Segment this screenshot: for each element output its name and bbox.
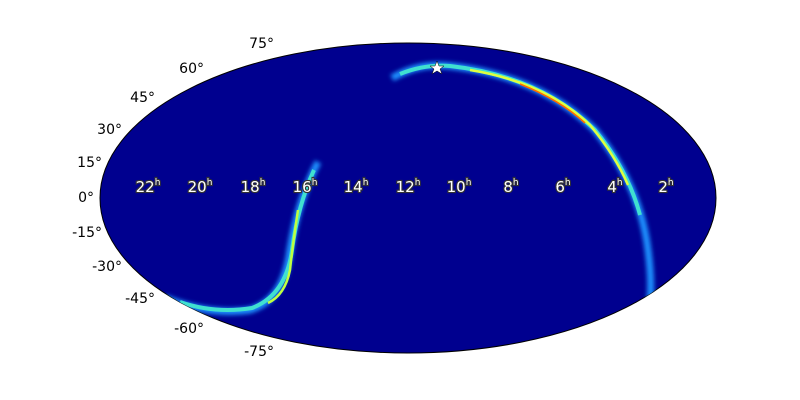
ra-unit: h	[312, 178, 318, 188]
ra-unit: h	[513, 178, 519, 188]
dec-label: -15°	[72, 225, 102, 241]
ra-hours: 22	[136, 178, 155, 196]
ra-label: 14h	[344, 178, 369, 196]
ra-unit: h	[363, 178, 369, 188]
ra-label: 12h	[396, 178, 421, 196]
dec-label: 60°	[179, 61, 204, 77]
ra-label: 8h	[503, 178, 518, 196]
ra-label: 16h	[293, 178, 318, 196]
ra-unit: h	[207, 178, 213, 188]
dec-label: 45°	[130, 90, 155, 106]
dec-label: 0°	[78, 190, 94, 206]
dec-label: -75°	[244, 344, 274, 360]
ra-label: 6h	[555, 178, 570, 196]
star-marker	[429, 60, 445, 75]
ra-hours: 2	[658, 178, 668, 196]
ra-label: 2h	[658, 178, 673, 196]
ra-unit: h	[565, 178, 571, 188]
ra-label: 22h	[136, 178, 161, 196]
ra-hours: 12	[396, 178, 415, 196]
ra-hours: 10	[447, 178, 466, 196]
dec-label: 30°	[97, 122, 122, 138]
ra-hours: 18	[241, 178, 260, 196]
ra-unit: h	[155, 178, 161, 188]
ra-hours: 4	[607, 178, 617, 196]
ra-label: 4h	[607, 178, 622, 196]
ra-unit: h	[466, 178, 472, 188]
ra-unit: h	[260, 178, 266, 188]
dec-label: 75°	[249, 36, 274, 52]
ra-hours: 8	[503, 178, 513, 196]
ra-hours: 6	[555, 178, 565, 196]
ra-label: 10h	[447, 178, 472, 196]
ra-label: 18h	[241, 178, 266, 196]
ra-label: 20h	[188, 178, 213, 196]
sky-ellipse	[99, 42, 717, 354]
ra-hours: 14	[344, 178, 363, 196]
dec-label: 15°	[77, 155, 102, 171]
ra-unit: h	[617, 178, 623, 188]
ra-unit: h	[668, 178, 674, 188]
ra-hours: 20	[188, 178, 207, 196]
labels: 75°60°45°30°15°0°-15°-30°-45°-60°-75°22h…	[72, 36, 675, 360]
ra-hours: 16	[293, 178, 312, 196]
dec-label: -30°	[92, 259, 122, 275]
ra-unit: h	[415, 178, 421, 188]
dec-label: -45°	[125, 291, 155, 307]
dec-label: -60°	[174, 321, 204, 337]
